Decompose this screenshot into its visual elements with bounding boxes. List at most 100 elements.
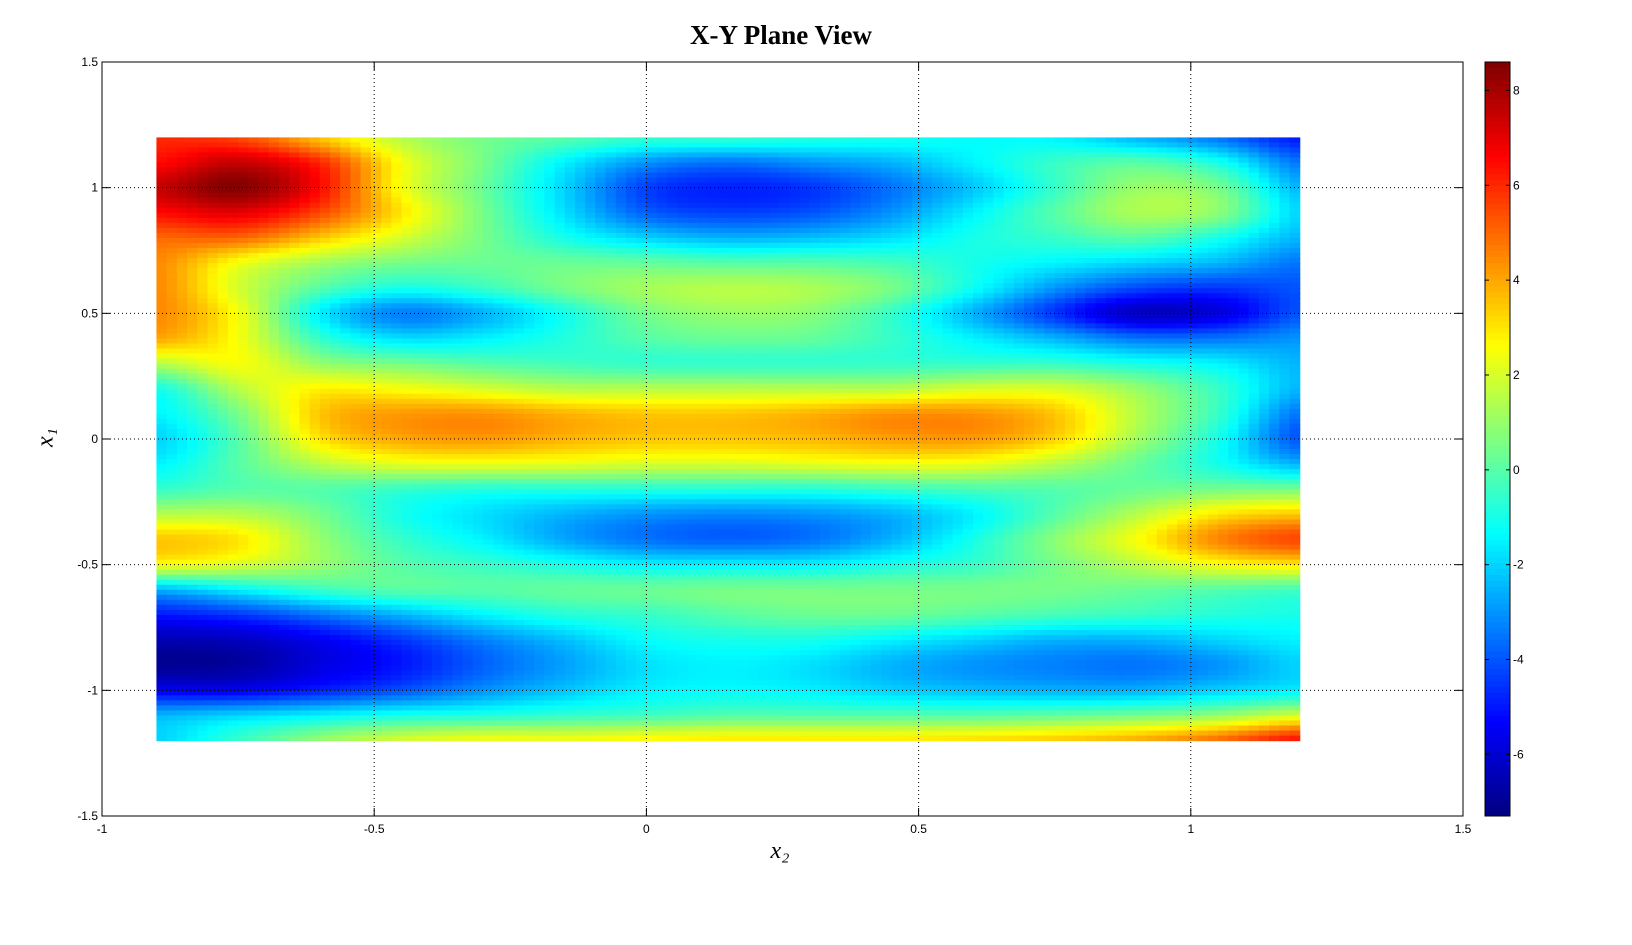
heatmap-cell [1126, 348, 1137, 355]
heatmap-cell [942, 142, 954, 149]
heatmap-cell [840, 202, 852, 209]
heatmap-cell [258, 232, 270, 239]
heatmap-cell [544, 242, 556, 249]
heatmap-cell [1258, 343, 1270, 350]
heatmap-cell [156, 328, 168, 335]
heatmap-cell [1197, 338, 1209, 345]
heatmap-cell [432, 353, 443, 360]
heatmap-cell [1095, 313, 1107, 319]
heatmap-cell [187, 222, 198, 229]
heatmap-cell [166, 247, 178, 254]
heatmap-cell [901, 202, 913, 209]
heatmap-cell [830, 353, 841, 360]
heatmap-cell [1238, 278, 1250, 284]
heatmap-cell [595, 338, 607, 345]
heatmap-cell [462, 323, 474, 330]
heatmap-cell [870, 258, 882, 264]
heatmap-cell [503, 298, 515, 304]
heatmap-cell [544, 263, 556, 269]
heatmap-cell [962, 283, 974, 289]
heatmap-cell [1289, 232, 1301, 239]
heatmap-cell [238, 227, 249, 234]
heatmap-cell [1197, 202, 1209, 209]
heatmap-cell [483, 298, 494, 304]
heatmap-cell [1177, 343, 1188, 350]
heatmap-cell [595, 263, 607, 269]
heatmap-cell [779, 172, 790, 179]
heatmap-cell [625, 157, 637, 164]
heatmap-cell [1166, 202, 1178, 209]
heatmap-cell [176, 258, 188, 264]
heatmap-cell [768, 227, 780, 234]
heatmap-cell [360, 308, 372, 314]
heatmap-cell [1269, 172, 1280, 179]
heatmap-cell [319, 227, 331, 234]
heatmap-cell [656, 172, 668, 179]
heatmap-cell [1146, 348, 1158, 355]
heatmap-cell [432, 147, 443, 154]
heatmap-cell [932, 353, 944, 360]
heatmap-cell [850, 182, 862, 189]
heatmap-cell [432, 308, 443, 314]
heatmap-cell [1095, 217, 1107, 224]
heatmap-cell [278, 308, 290, 314]
heatmap-cell [289, 167, 300, 174]
heatmap-cell [625, 258, 637, 264]
heatmap-cell [1258, 273, 1270, 279]
heatmap-cell [973, 207, 984, 214]
heatmap-cell [340, 258, 351, 264]
heatmap-cell [860, 222, 872, 229]
heatmap-cell [1075, 247, 1086, 254]
heatmap-cell [1024, 192, 1035, 199]
heatmap-cell [962, 157, 974, 164]
heatmap-cell [748, 207, 760, 214]
heatmap-cell [207, 157, 219, 164]
heatmap-cell [666, 187, 678, 194]
heatmap-cell [268, 217, 280, 224]
heatmap-cell [840, 308, 852, 314]
heatmap-cell [636, 232, 647, 239]
heatmap-cell [513, 283, 525, 289]
heatmap-cell [962, 328, 974, 335]
heatmap-cell [707, 278, 719, 284]
heatmap-cell [1258, 313, 1270, 319]
heatmap-cell [472, 348, 484, 355]
heatmap-cell [983, 333, 995, 340]
heatmap-cell [666, 293, 678, 299]
heatmap-cell [973, 187, 984, 194]
heatmap-cell [299, 247, 311, 254]
heatmap-cell [421, 162, 433, 169]
heatmap-cell [850, 343, 862, 350]
heatmap-cell [329, 263, 341, 269]
heatmap-cell [1085, 222, 1097, 229]
heatmap-cell [411, 313, 423, 319]
heatmap-cell [289, 288, 300, 294]
heatmap-cell [1269, 343, 1280, 350]
heatmap-cell [860, 333, 872, 340]
heatmap-cell [1258, 152, 1270, 159]
heatmap-cell [1156, 273, 1168, 279]
heatmap-cell [1115, 323, 1127, 330]
heatmap-cell [574, 333, 586, 340]
heatmap-cell [1248, 293, 1260, 299]
heatmap-cell [258, 258, 270, 264]
heatmap-cell [227, 172, 239, 179]
heatmap-cell [452, 253, 464, 259]
heatmap-cell [268, 182, 280, 189]
heatmap-cell [1054, 162, 1066, 169]
heatmap-cell [819, 328, 831, 335]
heatmap-cell [819, 187, 831, 194]
heatmap-cell [789, 227, 801, 234]
heatmap-cell [962, 288, 974, 294]
heatmap-cell [544, 308, 556, 314]
heatmap-cell [881, 348, 892, 355]
heatmap-cell [289, 222, 300, 229]
heatmap-cell [973, 258, 984, 264]
heatmap-cell [1166, 348, 1178, 355]
heatmap-cell [779, 142, 790, 149]
heatmap-cell [217, 182, 229, 189]
heatmap-cell [1279, 162, 1291, 169]
heatmap-cell [421, 283, 433, 289]
heatmap-cell [462, 187, 474, 194]
heatmap-cell [850, 212, 862, 219]
